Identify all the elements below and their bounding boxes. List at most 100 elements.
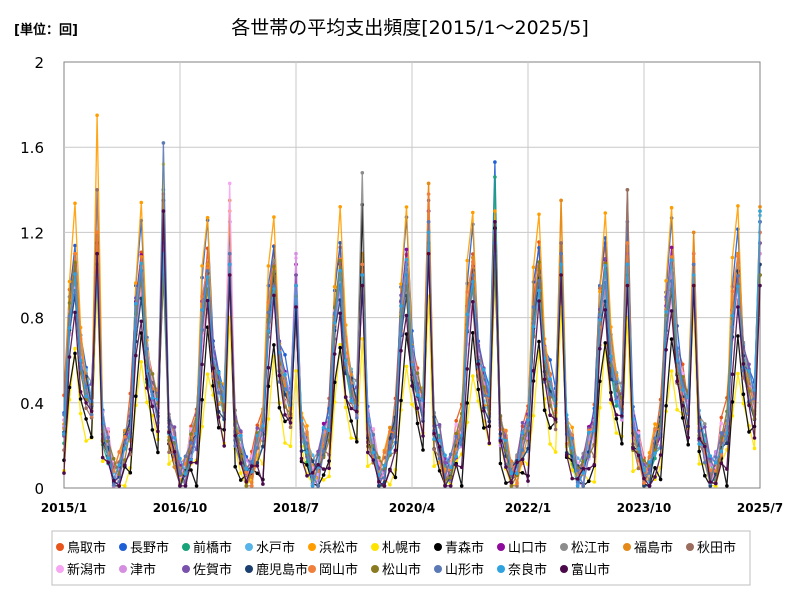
data-point [669,337,674,341]
data-point [592,428,597,433]
data-point [111,478,116,483]
data-point [647,484,652,488]
data-point [758,283,762,288]
data-point [598,317,602,322]
data-point [498,461,503,466]
data-point [708,484,713,488]
x-tick-label: 2020/4 [389,501,435,515]
legend-label: 富山市 [571,562,610,578]
legend-item: 山形市 [434,562,484,578]
data-point [526,418,530,422]
data-point [448,465,453,470]
data-point [642,476,646,481]
data-point [625,262,630,267]
data-point [128,447,133,452]
data-point [84,406,88,411]
data-point [78,397,83,401]
data-point [167,438,171,443]
legend-label: 福島市 [634,540,673,556]
data-point [139,261,144,266]
data-point [123,446,127,451]
data-point [747,403,751,408]
data-point [471,331,475,335]
data-point [471,255,475,260]
data-point [360,262,365,267]
data-point [520,471,525,475]
data-point [349,384,354,389]
data-point [653,466,657,470]
data-point [404,257,409,262]
data-point [471,273,475,278]
data-point [426,181,431,186]
legend-marker [245,565,253,573]
legend-label: 水戸市 [256,540,295,556]
data-point [106,435,110,440]
data-point [95,188,99,192]
data-point [261,482,265,486]
data-point [736,204,740,208]
legend-label: 奈良市 [508,562,547,578]
data-point [382,484,387,488]
data-point [316,462,320,467]
data-point [200,398,204,402]
data-point [117,450,121,454]
data-point [172,436,177,440]
data-point [680,404,685,408]
series-奈良市 [62,209,762,489]
data-point [636,453,641,458]
data-point [708,454,713,458]
data-point [349,436,354,440]
data-point [211,366,215,371]
data-point [239,433,243,438]
data-point [200,424,204,429]
data-point [332,352,337,356]
data-point [471,300,475,304]
data-point [587,467,591,471]
data-point [338,241,343,245]
data-point [504,465,508,469]
data-point [189,432,193,436]
data-point [371,432,376,437]
data-point [106,427,110,431]
data-point [239,478,243,482]
data-point [575,477,580,481]
data-point [669,369,674,373]
data-point [570,425,574,430]
legend-marker [182,543,190,551]
data-point [426,251,431,256]
data-point [625,188,630,192]
data-point [487,441,492,446]
data-point [636,466,641,471]
data-point [321,467,326,471]
chart-title: 各世帯の平均支出頻度[2015/1～2025/5] [231,17,589,39]
data-point [355,416,359,420]
data-point [465,367,470,371]
data-point [255,423,260,428]
data-point [200,264,204,268]
data-point [73,310,77,315]
series-layer [62,113,762,489]
data-point [366,464,370,469]
data-point [327,466,331,471]
data-point [172,425,177,429]
data-point [288,421,293,425]
data-point [205,215,210,220]
legend-label: 青森市 [445,540,484,556]
legend-label: 山形市 [445,562,484,578]
data-point [653,448,657,453]
data-point [277,405,282,410]
data-point [504,481,508,485]
x-tick-label: 2016/10 [153,501,207,515]
data-point [686,435,690,440]
data-point [189,460,193,465]
data-point [366,450,370,455]
legend-marker [371,565,379,573]
data-point [73,243,77,248]
data-point [476,362,481,366]
data-point [67,355,72,359]
data-point [321,425,326,430]
data-point [730,400,735,404]
data-point [283,353,287,357]
